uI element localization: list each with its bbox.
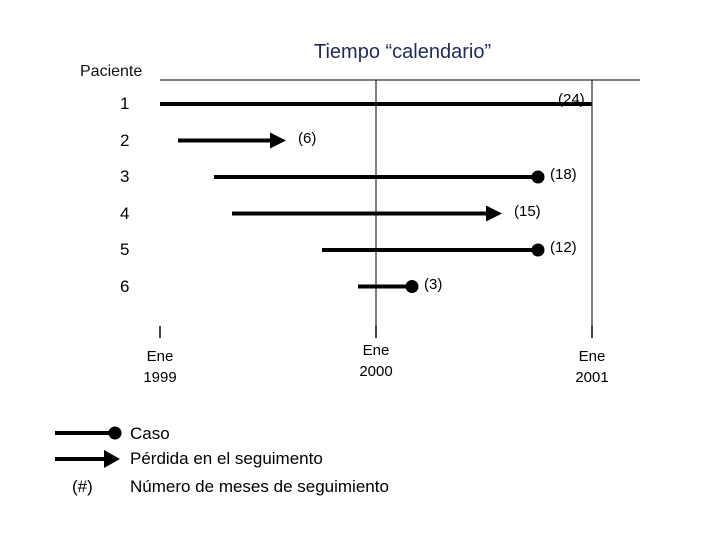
row-label-2: 2 xyxy=(120,130,130,150)
case-dot-6 xyxy=(405,280,419,293)
legend-lost-label: Pérdida en el seguimento xyxy=(130,449,323,468)
case-dot-5 xyxy=(531,243,545,257)
tick-label-2001: Ene 2001 xyxy=(575,348,609,386)
tick-label-1999: Ene 1999 xyxy=(143,348,177,386)
follow-up-months-2: (6) xyxy=(298,129,317,147)
case-dot-3 xyxy=(531,170,545,184)
row-label-5: 5 xyxy=(120,240,130,259)
row-label-3: 3 xyxy=(120,167,130,186)
row-label-4: 4 xyxy=(120,203,130,223)
legend-months-label: Número de meses de seguimiento xyxy=(130,477,389,496)
y-axis-label: Paciente xyxy=(80,63,143,80)
row-label-1: 1 xyxy=(120,94,130,113)
follow-up-months-6: (3) xyxy=(424,275,443,293)
loss-arrow-4 xyxy=(486,205,502,222)
legend-case-symbol xyxy=(55,426,122,440)
follow-up-months-3: (18) xyxy=(550,166,577,183)
legend-months-symbol: (#) xyxy=(72,477,93,496)
legend-lost-symbol xyxy=(55,450,120,468)
row-label-6: 6 xyxy=(120,276,130,296)
legend-case-label: Caso xyxy=(130,424,170,443)
follow-up-months-5: (12) xyxy=(550,239,577,256)
follow-up-months-4: (15) xyxy=(514,202,541,220)
tick-label-2000: Ene 2000 xyxy=(359,342,393,380)
loss-arrow-2 xyxy=(270,132,286,149)
follow-up-months-1: (24) xyxy=(558,91,585,108)
chart-title: Tiempo “calendario” xyxy=(314,41,492,63)
